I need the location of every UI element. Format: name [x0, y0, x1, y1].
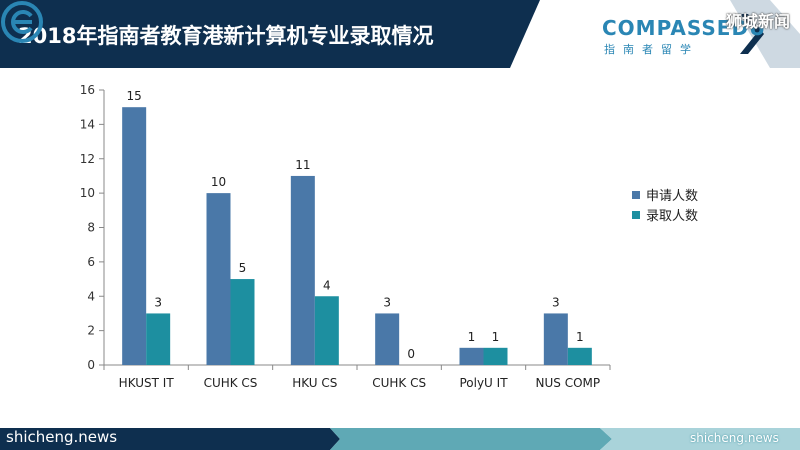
y-tick-label: 10 — [80, 186, 95, 200]
x-tick-label: NUS COMP — [536, 376, 601, 390]
header-background — [0, 0, 800, 68]
y-tick-label: 8 — [87, 221, 95, 235]
page-title: 2018年指南者教育港新计算机专业录取情况 — [18, 24, 434, 48]
data-label: 4 — [323, 278, 331, 292]
header-banner: 2018年指南者教育港新计算机专业录取情况 COMPASSEDU 指南者留学 狮… — [0, 0, 800, 68]
data-label: 1 — [468, 330, 476, 344]
bar-applicants — [543, 313, 568, 365]
bar-admitted — [567, 347, 592, 365]
bar-applicants — [290, 175, 315, 365]
compass-e-logo-icon — [1, 1, 43, 43]
bar-applicants — [459, 347, 484, 365]
x-tick-label: HKU CS — [292, 376, 337, 390]
bar-applicants — [122, 107, 147, 365]
data-label: 1 — [492, 330, 500, 344]
data-label: 5 — [239, 261, 247, 275]
data-label: 3 — [552, 295, 560, 309]
y-tick-label: 16 — [80, 83, 95, 97]
x-tick-label: CUHK CS — [372, 376, 426, 390]
y-tick-label: 6 — [87, 255, 95, 269]
x-tick-label: CUHK CS — [204, 376, 258, 390]
y-tick-label: 0 — [87, 358, 95, 372]
footer-banner: shicheng.news shicheng.news — [0, 428, 800, 450]
bar-admitted — [483, 347, 508, 365]
legend-swatch — [632, 191, 640, 199]
legend-label: 申请人数 — [646, 189, 698, 204]
data-label: 1 — [576, 330, 584, 344]
footer-background — [0, 428, 800, 450]
logo-subtitle: 指南者留学 — [604, 43, 699, 56]
x-tick-label: PolyU IT — [459, 376, 508, 390]
footer-site-left: shicheng.news — [6, 428, 118, 446]
bar-admitted — [146, 313, 171, 365]
y-tick-label: 14 — [80, 117, 95, 131]
y-tick-label: 4 — [87, 289, 95, 303]
bar-chart: 0 2 4 6 8 10 12 14 16 HKUST IT 15 3 CUHK CS 10 5 HKU CS… — [0, 68, 800, 428]
data-label: 15 — [127, 89, 142, 103]
footer-site-right: shicheng.news — [690, 431, 779, 445]
data-label: 3 — [383, 295, 391, 309]
logo-text: COMPASSEDU — [602, 16, 767, 40]
legend-label: 录取人数 — [646, 209, 698, 224]
bar-applicants — [206, 193, 231, 365]
bar-admitted — [230, 279, 255, 365]
data-label: 10 — [211, 175, 226, 189]
legend-swatch — [632, 211, 640, 219]
x-tick-label: HKUST IT — [119, 376, 175, 390]
bar-admitted — [314, 296, 339, 365]
bar-applicants — [375, 313, 400, 365]
data-label: 11 — [295, 158, 310, 172]
data-label: 3 — [154, 295, 162, 309]
corner-watermark: 狮城新闻 — [726, 12, 791, 31]
y-tick-label: 2 — [87, 324, 95, 338]
data-label: 0 — [407, 347, 415, 361]
y-tick-label: 12 — [80, 152, 95, 166]
